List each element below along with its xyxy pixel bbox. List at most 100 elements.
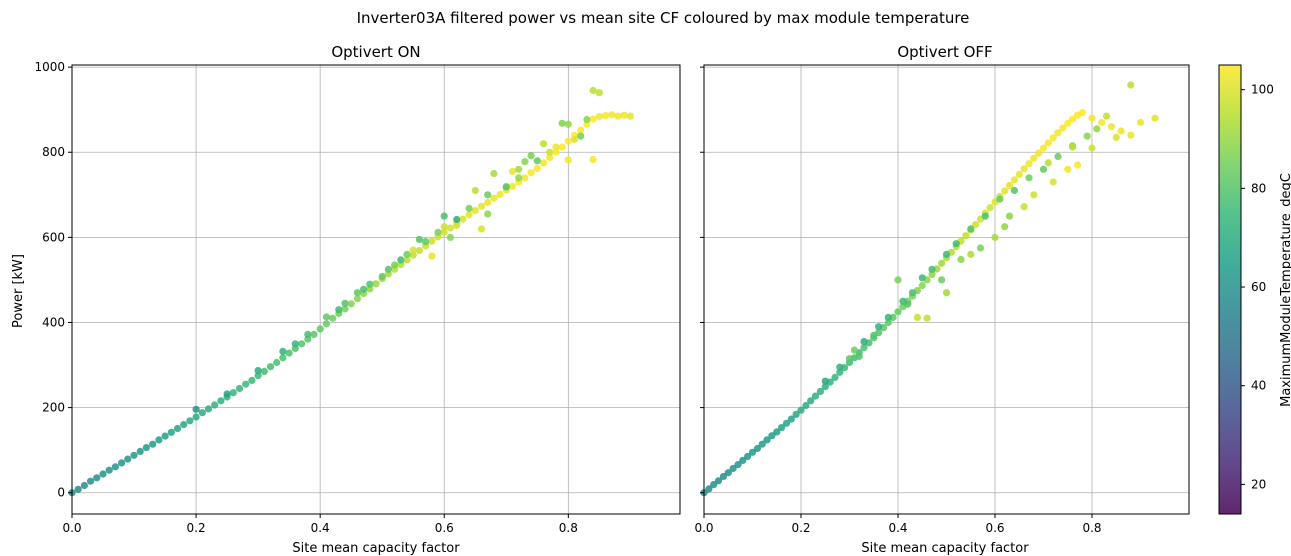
scatter-point — [242, 380, 250, 388]
scatter-point — [744, 452, 752, 461]
scatter-point — [1069, 115, 1077, 123]
scatter-point — [768, 432, 776, 440]
x-tick-label: 0.0 — [62, 521, 81, 535]
scatter-point — [802, 401, 810, 410]
colorbar-gradient — [1218, 64, 1242, 515]
scatter-point — [1030, 191, 1038, 199]
scatter-point — [570, 135, 579, 144]
scatter-point — [1127, 131, 1135, 139]
scatter-point — [836, 363, 844, 371]
scatter-point — [807, 397, 815, 405]
scatter-point — [884, 313, 892, 321]
scatter-point — [105, 466, 113, 474]
scatter-point — [1005, 181, 1014, 189]
y-axis-label: Power [kW] — [11, 254, 26, 328]
scatter-point — [595, 112, 603, 121]
scatter-point — [884, 318, 892, 327]
scatter-point — [1054, 152, 1062, 161]
scatter-point — [1054, 129, 1062, 137]
scatter-point — [446, 233, 454, 241]
scatter-point — [967, 250, 975, 258]
scatter-point — [353, 295, 361, 303]
x-tick-label: 0.2 — [187, 521, 206, 535]
scatter-point — [403, 256, 411, 264]
scatter-point — [1039, 165, 1048, 173]
axes-frame-optivert-on — [71, 64, 681, 515]
scatter-point — [1112, 133, 1120, 141]
scatter-point — [384, 265, 392, 273]
x-tick-label: 0.0 — [694, 521, 713, 535]
scatter-point — [1088, 114, 1096, 122]
scatter-point — [913, 313, 922, 321]
scatter-point — [322, 313, 330, 321]
scatter-point — [440, 223, 448, 231]
scatter-point — [836, 368, 844, 376]
scatter-point — [1098, 118, 1106, 127]
scatter-point — [229, 389, 237, 397]
scatter-point — [986, 204, 994, 212]
scatter-point — [1035, 149, 1043, 157]
y-tick-label: 1000 — [34, 60, 65, 74]
scatter-point — [428, 252, 436, 260]
scatter-point — [938, 259, 946, 267]
scatter-point — [440, 228, 448, 236]
scatter-point — [446, 224, 454, 232]
scatter-point — [527, 152, 535, 160]
scatter-point — [589, 155, 597, 164]
scatter-point — [1001, 187, 1009, 195]
scatter-point — [855, 352, 863, 361]
scatter-point — [87, 477, 95, 485]
scatter-point — [329, 314, 337, 322]
scatter-point — [620, 111, 628, 119]
colorbar-tick-label: 60 — [1251, 280, 1266, 294]
scatter-point — [186, 417, 194, 425]
scatter-point — [93, 474, 101, 482]
scatter-point — [434, 228, 442, 236]
colorbar-tick-label: 40 — [1251, 379, 1266, 393]
scatter-point — [508, 182, 517, 190]
x-axis-label-optivert-off: Site mean capacity factor — [861, 541, 1029, 556]
scatter-point — [792, 410, 800, 418]
scatter-point — [1117, 127, 1125, 135]
scatter-point — [778, 424, 786, 432]
scatter-point — [1025, 174, 1033, 182]
scatter-point — [558, 119, 566, 127]
scatter-point — [1064, 119, 1072, 127]
scatter-point — [422, 238, 430, 246]
scatter-point — [217, 397, 225, 405]
x-tick-label: 0.2 — [791, 521, 810, 535]
scatter-point — [1010, 176, 1019, 184]
scatter-point — [409, 246, 417, 254]
scatter-point — [753, 444, 762, 453]
scatter-point — [797, 406, 805, 414]
scatter-point — [397, 256, 405, 264]
scatter-point — [816, 387, 825, 395]
scatter-point — [279, 354, 287, 362]
scatter-point — [167, 428, 175, 436]
scatter-point — [739, 456, 747, 464]
scatter-point — [273, 358, 281, 367]
scatter-point — [626, 112, 635, 120]
scatter-point — [1102, 112, 1111, 120]
scatter-point — [614, 112, 622, 120]
scatter-point — [490, 194, 498, 202]
scatter-point — [291, 340, 299, 348]
scatter-point — [391, 261, 399, 269]
scatter-point — [831, 373, 839, 381]
scatter-point — [564, 156, 572, 164]
scatter-point — [763, 436, 771, 444]
scatter-point — [1078, 109, 1086, 117]
figure-title: Inverter03A filtered power vs mean site … — [357, 9, 970, 27]
scatter-point — [180, 421, 188, 429]
scatter-point — [918, 281, 926, 290]
scatter-point — [149, 440, 157, 448]
scatter-point — [729, 464, 737, 473]
y-tick-label: 400 — [42, 315, 65, 329]
scatter-point — [130, 451, 138, 459]
scatter-point — [322, 320, 330, 328]
scatter-point — [996, 195, 1004, 203]
scatter-point — [428, 237, 436, 245]
scatter-point — [465, 211, 473, 219]
scatter-point — [335, 306, 343, 314]
